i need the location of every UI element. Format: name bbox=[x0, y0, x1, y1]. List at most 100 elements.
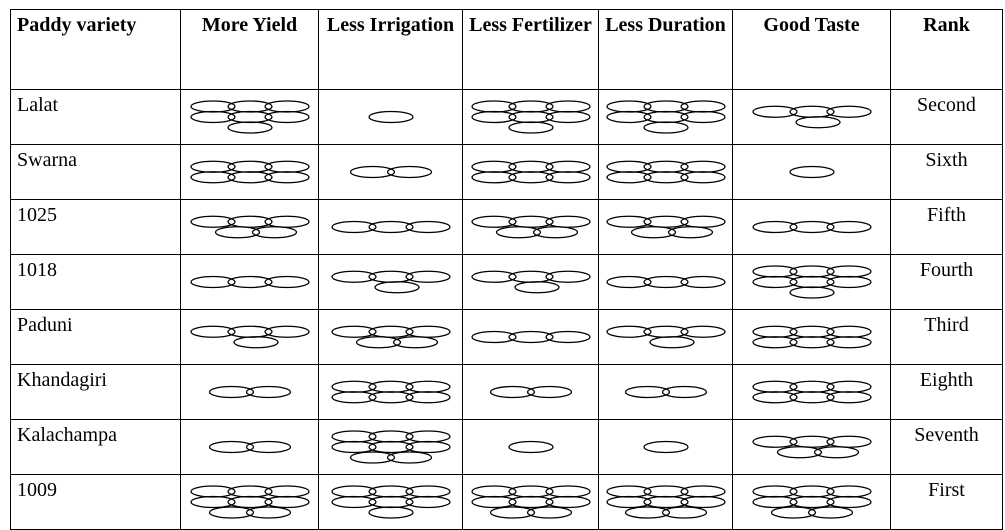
score-cell bbox=[598, 309, 733, 365]
grain-icon bbox=[679, 325, 726, 338]
grain-icon bbox=[470, 171, 517, 184]
score-mark bbox=[470, 485, 591, 519]
grain-icon bbox=[330, 270, 377, 283]
grain-icon bbox=[208, 385, 254, 399]
grain-icon bbox=[349, 451, 395, 464]
score-icons bbox=[788, 165, 835, 179]
score-mark bbox=[330, 220, 451, 234]
grain-icon bbox=[189, 110, 236, 124]
score-mark bbox=[349, 165, 432, 179]
score-icons bbox=[751, 380, 872, 404]
score-cell bbox=[732, 254, 891, 310]
score-cell bbox=[180, 364, 319, 420]
score-cell bbox=[462, 419, 599, 475]
score-mark bbox=[507, 440, 554, 454]
grain-icon bbox=[263, 275, 310, 289]
table-row: 1025 Fifth bbox=[10, 199, 1003, 255]
score-cell bbox=[318, 474, 463, 530]
score-mark bbox=[642, 440, 689, 454]
score-cell bbox=[180, 199, 319, 255]
header-row: Paddy variety More Yield Less Irrigation Le… bbox=[10, 9, 1003, 90]
score-icons bbox=[507, 440, 554, 454]
score-mark bbox=[605, 275, 726, 289]
grain-icon bbox=[679, 275, 726, 289]
grain-icon bbox=[679, 171, 726, 184]
score-mark bbox=[605, 485, 726, 519]
grain-icon bbox=[495, 226, 541, 239]
grain-icon bbox=[245, 385, 291, 399]
grain-icon bbox=[544, 495, 591, 509]
score-cell bbox=[180, 89, 319, 145]
score-mark bbox=[208, 385, 291, 399]
score-icons bbox=[208, 440, 291, 454]
grain-icon bbox=[367, 391, 414, 404]
score-mark bbox=[751, 485, 872, 519]
grain-icon bbox=[208, 440, 254, 454]
table-row: 1018 Fourth bbox=[10, 254, 1003, 310]
table-body: Lalat Second Swarna Sixth 1025 Fifth 1018 Fourt… bbox=[10, 89, 1003, 530]
score-cell bbox=[732, 364, 891, 420]
grain-icon bbox=[330, 495, 377, 509]
grain-icon bbox=[189, 325, 236, 338]
score-cell bbox=[180, 309, 319, 365]
score-cell bbox=[598, 199, 733, 255]
grain-icon bbox=[788, 220, 835, 234]
grain-icon bbox=[751, 435, 798, 448]
score-icons bbox=[470, 160, 591, 184]
grain-icon bbox=[751, 275, 798, 289]
score-icons bbox=[605, 160, 726, 184]
grain-icon bbox=[349, 165, 395, 179]
grain-icon bbox=[404, 270, 451, 283]
score-icons bbox=[349, 165, 432, 179]
score-icons bbox=[470, 330, 591, 344]
grain-icon bbox=[813, 446, 859, 459]
rank-cell: Sixth bbox=[890, 144, 1003, 200]
variety-cell: 1018 bbox=[10, 254, 181, 310]
score-cell bbox=[462, 364, 599, 420]
grain-icon bbox=[226, 275, 273, 289]
grain-icon bbox=[751, 220, 798, 234]
grain-icon bbox=[330, 391, 377, 404]
score-icons bbox=[751, 435, 872, 459]
grain-icon bbox=[630, 226, 676, 239]
score-mark bbox=[788, 165, 835, 179]
grain-icon bbox=[825, 105, 872, 118]
grain-icon bbox=[251, 226, 297, 239]
score-cell bbox=[462, 144, 599, 200]
score-icons bbox=[605, 485, 726, 519]
rank-cell: First bbox=[890, 474, 1003, 530]
grain-icon bbox=[507, 495, 554, 509]
variety-cell: Kalachampa bbox=[10, 419, 181, 475]
grain-icon bbox=[788, 336, 835, 349]
score-cell bbox=[732, 309, 891, 365]
score-mark bbox=[489, 385, 572, 399]
grain-icon bbox=[245, 440, 291, 454]
grain-icon bbox=[470, 110, 517, 124]
grain-icon bbox=[232, 336, 279, 349]
score-cell bbox=[732, 89, 891, 145]
score-icons bbox=[470, 485, 591, 519]
grain-icon bbox=[788, 391, 835, 404]
table-row: 1009 First bbox=[10, 474, 1003, 530]
grain-icon bbox=[263, 325, 310, 338]
table-row: Swarna Sixth bbox=[10, 144, 1003, 200]
grain-icon bbox=[642, 440, 689, 454]
grain-icon bbox=[470, 495, 517, 509]
grain-icon bbox=[648, 336, 695, 349]
score-mark bbox=[470, 100, 591, 134]
column-header: More Yield bbox=[180, 9, 319, 90]
score-icons bbox=[330, 325, 451, 349]
grain-icon bbox=[605, 110, 652, 124]
score-table: Paddy variety More Yield Less Irrigation Le… bbox=[10, 9, 1003, 530]
score-mark bbox=[605, 160, 726, 184]
score-mark bbox=[605, 215, 726, 239]
grain-icon bbox=[226, 121, 273, 134]
grain-icon bbox=[825, 220, 872, 234]
score-icons bbox=[605, 325, 726, 349]
grain-icon bbox=[470, 330, 517, 344]
grain-icon bbox=[751, 391, 798, 404]
score-cell bbox=[732, 419, 891, 475]
score-mark bbox=[751, 380, 872, 404]
score-icons bbox=[605, 215, 726, 239]
grain-icon bbox=[189, 275, 236, 289]
